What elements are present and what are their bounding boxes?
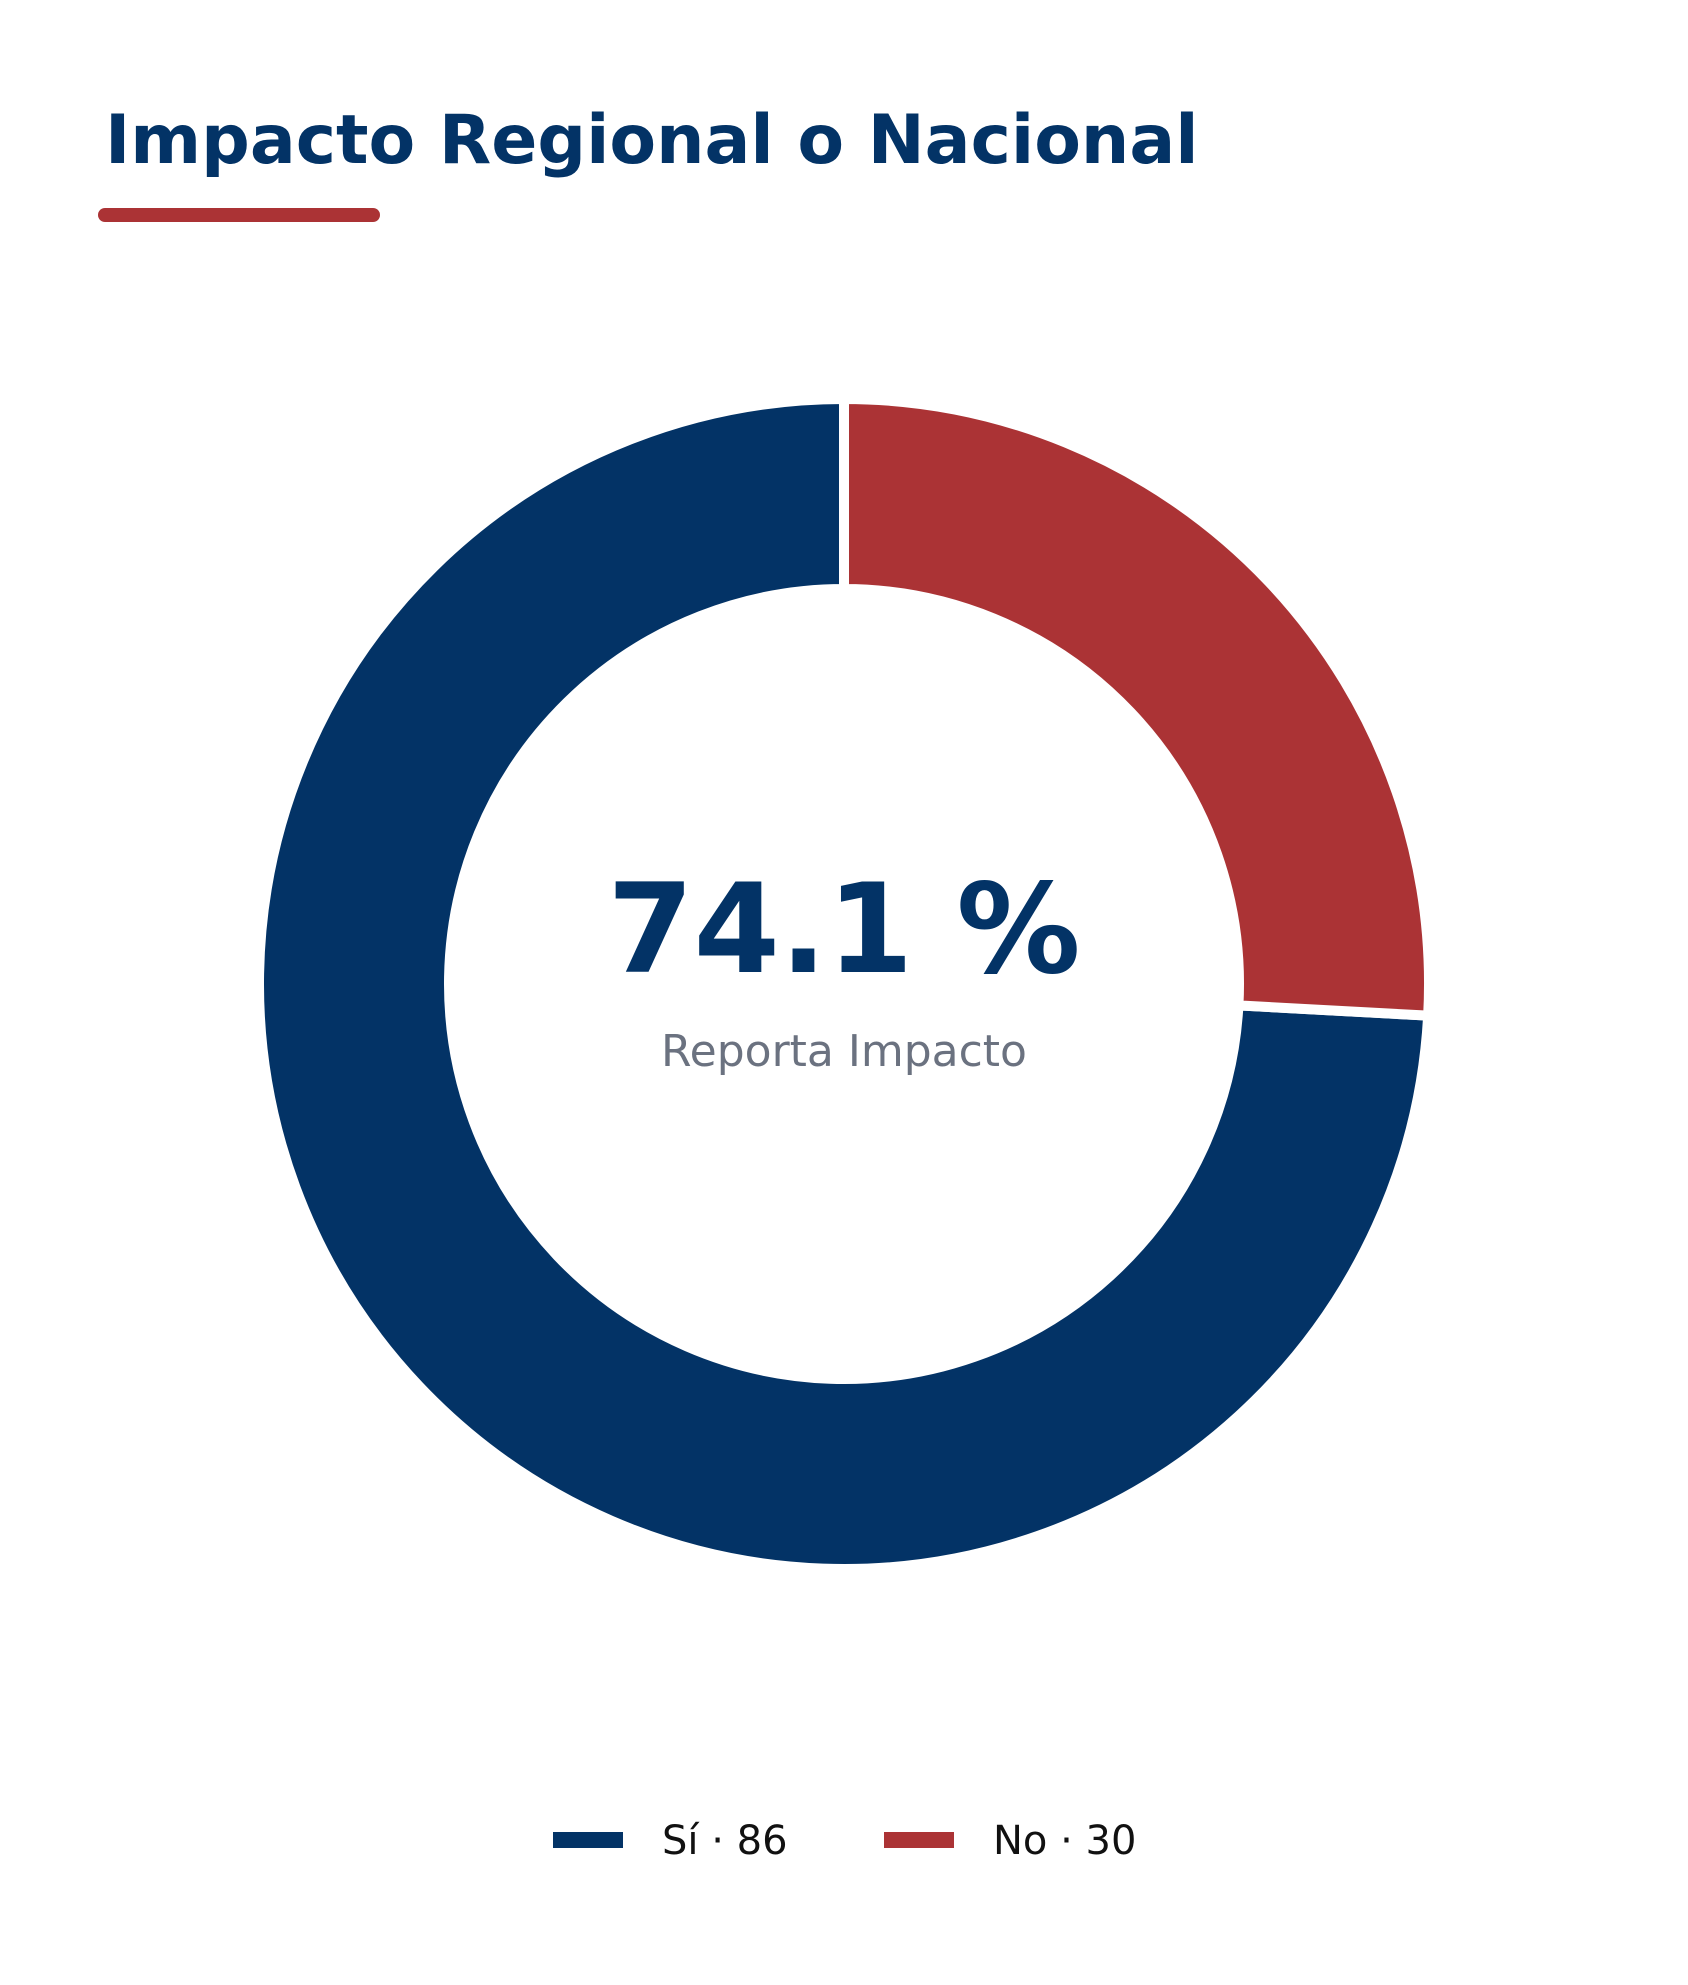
- donut-segment: [254, 393, 1434, 1574]
- donut-segment: [839, 393, 1434, 1021]
- legend-swatch: [884, 1832, 954, 1848]
- center-value: 74.1 %: [607, 858, 1080, 1002]
- title-underline: [98, 208, 380, 222]
- legend-swatch: [553, 1832, 623, 1848]
- legend-label: No · 30: [993, 1818, 1136, 1864]
- legend-label: Sí · 86: [662, 1818, 788, 1864]
- center-subtitle: Reporta Impacto: [661, 1026, 1027, 1077]
- chart-title: Impacto Regional o Nacional: [105, 101, 1199, 180]
